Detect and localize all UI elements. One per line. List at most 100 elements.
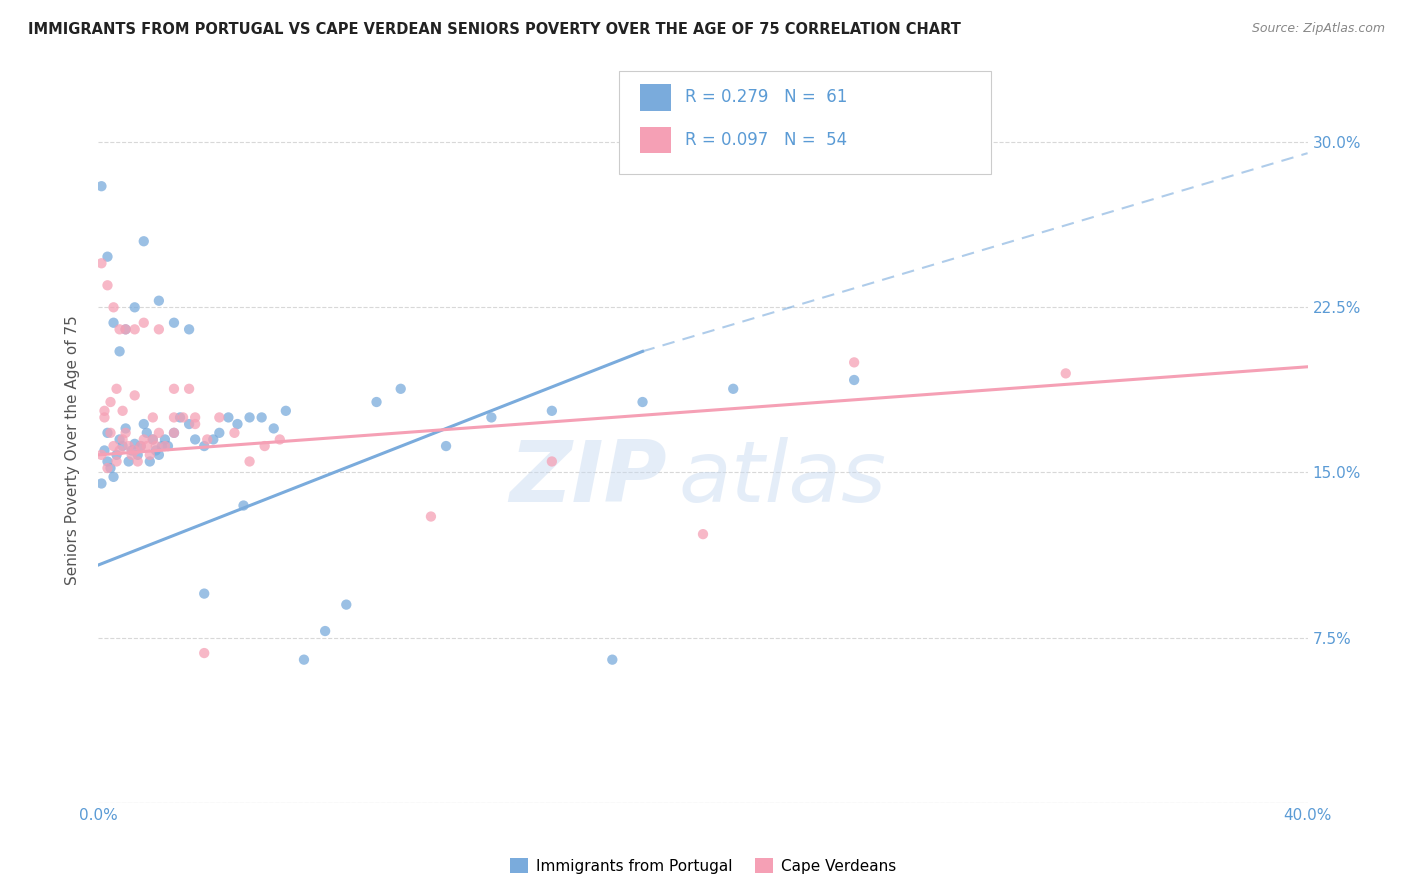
Point (124, 437, 146, 451)
Point (96, 278, 118, 293)
Point (90, 256, 112, 270)
Point (124, 322, 146, 336)
Point (103, 439, 125, 453)
Point (193, 646, 215, 660)
Point (631, 395, 654, 409)
Point (118, 454, 141, 468)
Point (193, 586, 215, 600)
Point (292, 653, 315, 667)
Point (127, 454, 149, 468)
Point (108, 344, 131, 359)
Point (114, 322, 136, 336)
Point (93, 443, 115, 458)
Text: ZIP: ZIP (509, 437, 666, 520)
Point (150, 439, 173, 453)
Point (93, 410, 115, 425)
Text: Source: ZipAtlas.com: Source: ZipAtlas.com (1251, 22, 1385, 36)
Point (132, 417, 155, 431)
Point (132, 433, 155, 447)
Point (844, 373, 866, 387)
Point (121, 448, 143, 462)
Point (232, 499, 254, 513)
Point (163, 382, 186, 396)
Text: atlas: atlas (679, 437, 887, 520)
Point (132, 316, 155, 330)
Point (239, 410, 262, 425)
Point (129, 439, 152, 453)
Point (148, 425, 170, 440)
Point (132, 234, 155, 248)
Point (217, 410, 239, 425)
Point (96, 454, 118, 468)
Legend: Immigrants from Portugal, Cape Verdeans: Immigrants from Portugal, Cape Verdeans (503, 852, 903, 880)
Point (142, 433, 165, 447)
Point (420, 509, 443, 524)
Point (208, 425, 231, 440)
Point (90, 179, 112, 194)
Point (163, 316, 186, 330)
Point (100, 395, 122, 409)
Point (195, 433, 218, 447)
Point (105, 454, 128, 468)
Point (135, 425, 157, 440)
Point (108, 322, 131, 336)
Point (111, 439, 134, 453)
Point (127, 448, 149, 462)
Point (602, 653, 624, 667)
Point (100, 461, 122, 475)
Point (108, 433, 131, 447)
Point (169, 410, 191, 425)
Text: R = 0.279   N =  61: R = 0.279 N = 61 (685, 88, 846, 106)
Point (103, 301, 125, 315)
Point (540, 404, 562, 418)
Point (208, 410, 231, 425)
Point (250, 410, 273, 425)
Point (111, 404, 134, 418)
Point (148, 293, 170, 308)
Point (148, 448, 170, 462)
Point (108, 443, 131, 458)
Point (139, 448, 162, 462)
Point (135, 439, 157, 453)
Point (114, 421, 136, 435)
Point (139, 454, 162, 468)
Point (90, 476, 112, 491)
Point (142, 433, 165, 447)
Point (100, 425, 122, 440)
Point (103, 470, 125, 484)
Point (226, 417, 249, 431)
Point (145, 443, 167, 458)
Point (434, 439, 457, 453)
Point (96, 461, 118, 475)
Point (269, 433, 291, 447)
Point (96, 425, 118, 440)
Text: IMMIGRANTS FROM PORTUGAL VS CAPE VERDEAN SENIORS POVERTY OVER THE AGE OF 75 CORR: IMMIGRANTS FROM PORTUGAL VS CAPE VERDEAN… (28, 22, 960, 37)
Point (202, 433, 225, 447)
Point (129, 439, 152, 453)
Point (389, 382, 412, 396)
Point (179, 382, 201, 396)
Point (163, 410, 186, 425)
Point (124, 443, 146, 458)
Point (224, 425, 246, 440)
Point (148, 322, 170, 336)
Point (692, 527, 714, 541)
Point (96, 250, 118, 264)
Point (184, 410, 207, 425)
Point (172, 410, 194, 425)
Y-axis label: Seniors Poverty Over the Age of 75: Seniors Poverty Over the Age of 75 (65, 316, 80, 585)
Point (103, 316, 125, 330)
Point (163, 425, 186, 440)
Point (118, 439, 141, 453)
Point (142, 410, 165, 425)
Point (145, 439, 167, 453)
Point (121, 443, 143, 458)
Text: R = 0.097   N =  54: R = 0.097 N = 54 (685, 131, 846, 149)
Point (105, 448, 128, 462)
Point (111, 433, 134, 447)
Point (193, 439, 215, 453)
Point (263, 421, 285, 435)
Point (274, 404, 297, 418)
Point (1054, 367, 1077, 381)
Point (90, 448, 112, 462)
